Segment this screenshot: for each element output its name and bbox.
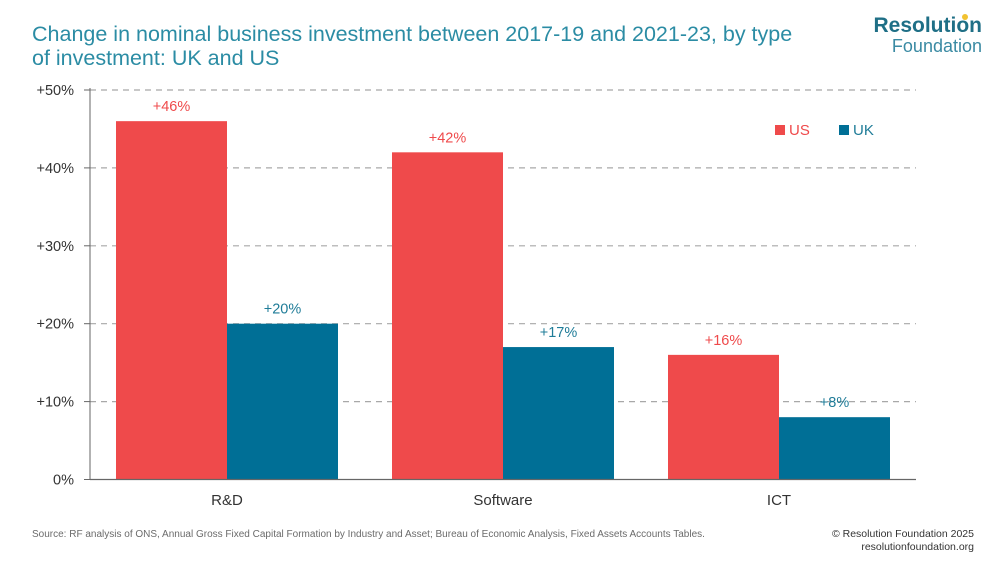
x-tick-label: ICT — [767, 492, 791, 509]
legend-swatch-uk — [839, 125, 849, 135]
brand-dot-icon — [962, 14, 968, 20]
x-tick-label: Software — [473, 492, 532, 509]
y-tick-label: +20% — [37, 317, 75, 333]
y-tick-label: +10% — [37, 395, 75, 411]
copyright-text: © Resolution Foundation 2025 — [831, 528, 974, 540]
chart-title: Change in nominal business investment be… — [32, 22, 793, 70]
bar-uk — [503, 347, 614, 480]
legend-swatch-us — [775, 125, 785, 135]
website-text: resolutionfoundation.org — [861, 541, 974, 553]
brand-name-text: Resolution — [873, 14, 983, 37]
brand-subname: Foundation — [891, 36, 982, 56]
source-note: Source: RF analysis of ONS, Annual Gross… — [32, 529, 705, 540]
bar-uk — [779, 417, 890, 480]
y-tick-label: +50% — [37, 83, 75, 99]
x-tick-label: R&D — [211, 492, 243, 509]
data-label-uk: +20% — [264, 302, 302, 318]
y-tick-label: +30% — [37, 239, 75, 255]
brand-name: Resolution — [873, 14, 983, 37]
bar-us — [668, 354, 779, 480]
y-tick-label: 0% — [53, 473, 74, 489]
legend-label-us: US — [789, 122, 810, 139]
legend-label-uk: UK — [853, 122, 874, 139]
bar-us — [116, 121, 227, 480]
y-tick-label: +40% — [37, 161, 75, 177]
data-label-us: +42% — [429, 130, 467, 146]
copyright-block: © Resolution Foundation 2025 resolutionf… — [832, 528, 974, 554]
bar-uk — [227, 323, 338, 480]
bar-us — [392, 152, 503, 480]
data-label-us: +16% — [705, 333, 743, 349]
data-label-uk: +8% — [820, 395, 850, 411]
brand-logo: Resolution Foundation — [873, 14, 983, 56]
data-label-us: +46% — [153, 99, 191, 115]
data-label-uk: +17% — [540, 325, 578, 341]
